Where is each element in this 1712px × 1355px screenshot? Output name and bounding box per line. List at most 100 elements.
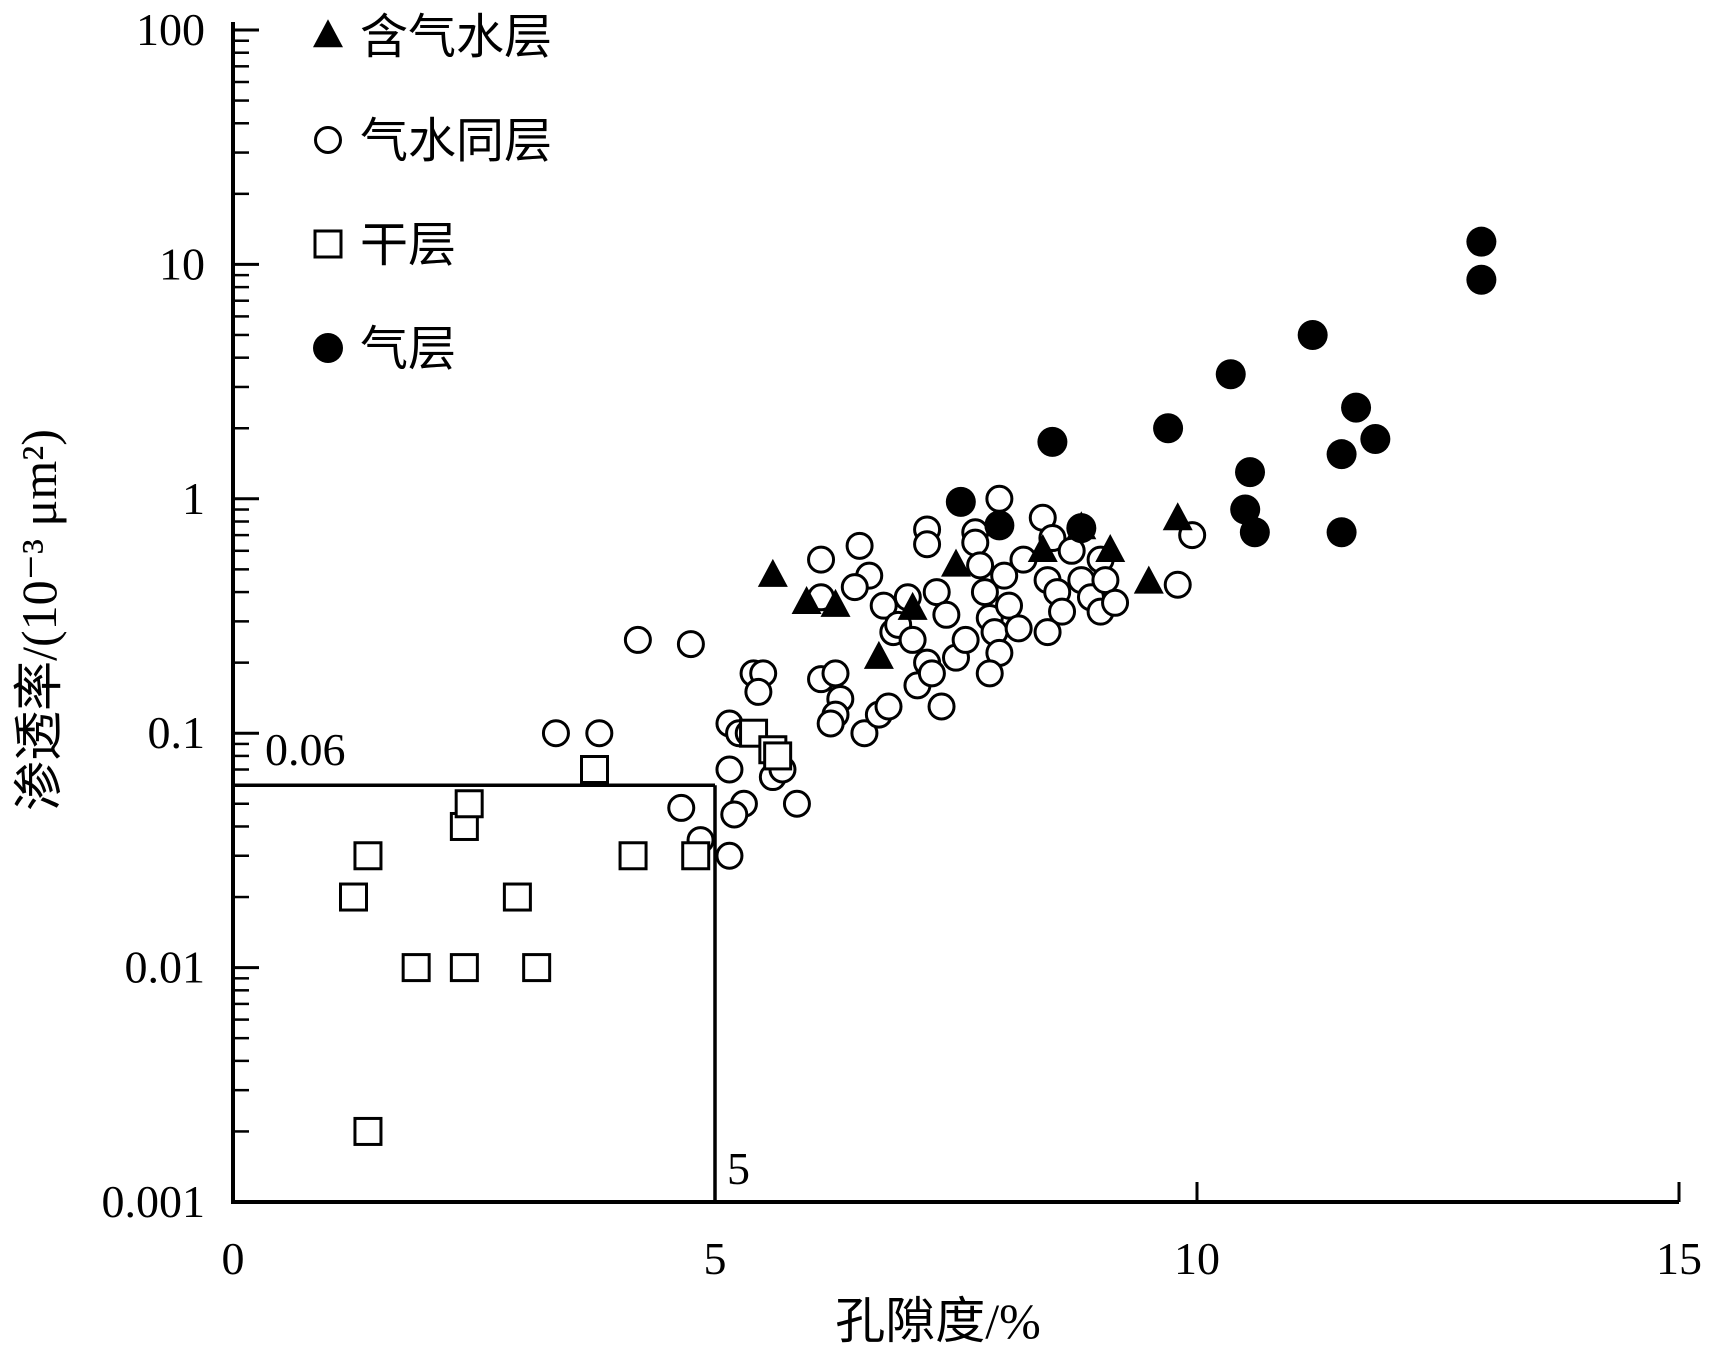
data-point xyxy=(1133,565,1164,594)
data-point xyxy=(449,953,479,983)
data-point xyxy=(985,484,1014,513)
data-point xyxy=(541,719,570,748)
data-point xyxy=(667,793,696,822)
data-point xyxy=(1326,517,1357,548)
data-point xyxy=(720,800,749,829)
data-point xyxy=(922,578,951,607)
data-point xyxy=(1297,319,1328,350)
data-point xyxy=(401,953,431,983)
data-point xyxy=(522,953,552,983)
data-point xyxy=(353,1116,383,1146)
data-point xyxy=(763,741,793,771)
data-point xyxy=(623,625,652,654)
data-point xyxy=(1101,588,1130,617)
legend-marker xyxy=(313,333,343,363)
data-point xyxy=(1153,413,1184,444)
data-point xyxy=(1163,570,1192,599)
data-point xyxy=(1162,502,1193,531)
legend-marker xyxy=(313,19,343,48)
data-point xyxy=(1095,534,1126,563)
data-point xyxy=(502,882,532,912)
data-point xyxy=(869,591,898,620)
legend-marker xyxy=(314,126,342,154)
axes xyxy=(231,22,1679,1204)
data-point xyxy=(757,558,788,587)
data-point xyxy=(845,531,874,560)
data-point xyxy=(744,677,773,706)
data-point xyxy=(961,528,990,557)
data-point xyxy=(1037,426,1068,457)
data-point xyxy=(917,659,946,688)
data-point xyxy=(821,659,850,688)
data-point xyxy=(898,625,927,654)
data-point xyxy=(1033,618,1062,647)
y-tick-label: 1 xyxy=(182,473,205,524)
data-point xyxy=(927,692,956,721)
data-point xyxy=(975,659,1004,688)
legend-label: 含气水层 xyxy=(360,11,552,64)
x-tick-label: 10 xyxy=(1174,1233,1220,1284)
data-point xyxy=(816,709,845,738)
data-point xyxy=(1466,264,1497,295)
data-point xyxy=(1215,359,1246,390)
data-point xyxy=(807,545,836,574)
data-point xyxy=(984,510,1015,541)
data-point xyxy=(1066,513,1097,544)
data-point xyxy=(339,882,368,912)
legend-label: 干层 xyxy=(360,219,456,272)
data-point xyxy=(585,719,614,748)
data-point xyxy=(1027,534,1058,563)
data-point xyxy=(941,548,971,577)
data-point xyxy=(913,530,942,559)
data-point xyxy=(1004,614,1033,643)
data-point xyxy=(995,591,1024,620)
data-point xyxy=(970,578,999,607)
y-tick-label: 0.01 xyxy=(125,942,206,993)
data-point xyxy=(580,755,609,785)
data-point xyxy=(1235,457,1266,488)
data-point xyxy=(990,561,1019,590)
data-point xyxy=(966,551,995,580)
legend-label: 气水同层 xyxy=(360,115,552,168)
y-tick-label: 10 xyxy=(159,238,205,289)
data-point xyxy=(454,789,484,819)
data-point xyxy=(1466,226,1497,257)
data-point xyxy=(681,841,711,871)
data-point xyxy=(782,789,811,818)
data-point xyxy=(945,486,976,517)
data-point xyxy=(791,586,822,615)
data-point xyxy=(850,719,879,748)
data-point xyxy=(1048,597,1077,626)
data-point xyxy=(1341,392,1372,423)
data-points xyxy=(339,226,1497,1146)
x-tick-label: 15 xyxy=(1656,1233,1702,1284)
reference-label-vertical: 5 xyxy=(727,1143,750,1194)
reference-label-horizontal: 0.06 xyxy=(265,724,346,775)
data-point xyxy=(618,841,648,871)
data-point xyxy=(863,640,894,669)
data-point xyxy=(1239,517,1270,548)
legend-label: 气层 xyxy=(360,323,456,376)
data-point xyxy=(897,591,928,620)
x-tick-label: 0 xyxy=(222,1233,245,1284)
data-point xyxy=(715,841,744,870)
data-point xyxy=(715,755,744,784)
y-tick-label: 0.001 xyxy=(102,1176,206,1227)
data-point xyxy=(1230,494,1261,525)
x-tick-label: 5 xyxy=(704,1233,727,1284)
data-point xyxy=(874,692,903,721)
data-point xyxy=(820,588,851,617)
data-point xyxy=(676,630,705,659)
reference-lines: 0.06 5 xyxy=(233,724,750,1202)
data-point xyxy=(1091,566,1120,595)
y-axis-title: 渗透率/(10⁻³ μm²) xyxy=(11,429,67,811)
y-tick-label: 0.1 xyxy=(148,707,206,758)
data-point xyxy=(1326,439,1357,470)
data-point xyxy=(1360,423,1391,454)
data-point xyxy=(951,625,980,654)
data-point xyxy=(932,600,961,629)
x-axis-title: 孔隙度/% xyxy=(835,1293,1041,1349)
legend-marker xyxy=(313,229,343,259)
